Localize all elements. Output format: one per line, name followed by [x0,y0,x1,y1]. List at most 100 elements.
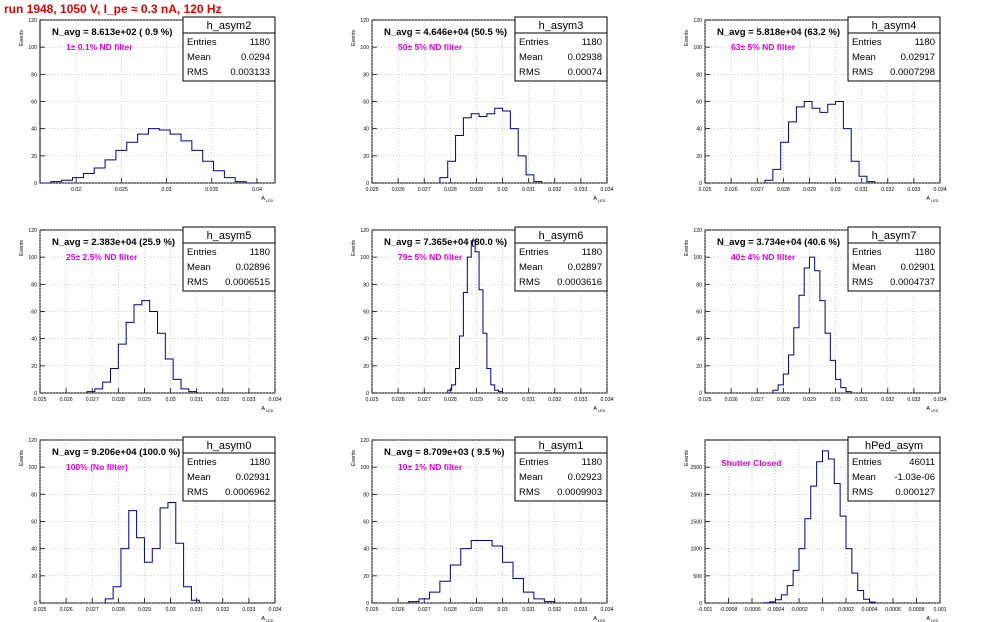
stats-entries-label: Entries [519,247,549,258]
stats-entries-value: 1180 [582,37,602,48]
stats-mean-label: Mean [519,262,543,273]
x-tick-label: 0 [821,607,824,613]
histogram-outline [763,450,876,604]
x-tick-label: 0.029 [470,187,483,193]
stats-mean-label: Mean [187,262,211,273]
x-tick-label: 0.032 [548,397,561,403]
y-tick-label: 20 [363,154,369,160]
filter-annotation: 50± 5% ND filter [398,42,463,52]
x-tick-label: 0.025 [366,187,379,193]
y-axis-label: Events [351,240,357,256]
y-tick-label: 120 [360,438,369,444]
y-axis-label: Events [19,240,25,256]
x-tick-label: 0.026 [725,397,738,403]
y-axis-label: Events [351,450,357,466]
x-tick-label: 0.027 [418,607,431,613]
y-tick-label: 100 [693,45,702,51]
x-tick-label: 0.031 [522,187,535,193]
y-tick-label: 60 [31,310,37,316]
x-tick-label: 0.03 [166,397,176,403]
x-tick-label: 0.026 [725,187,738,193]
histogram-name: hPed_asym [865,440,923,452]
stats-rms-label: RMS [852,67,873,78]
stats-box [847,226,941,292]
y-tick-label: 60 [363,100,369,106]
x-tick-label: 0.031 [190,607,203,613]
y-tick-label: 60 [696,100,702,106]
y-tick-label: 20 [31,574,37,580]
x-axis-label: A [926,196,930,202]
x-tick-label: 0.033 [907,187,920,193]
stats-rms-value: 0.0009903 [557,487,602,498]
stats-entries-value: 1180 [915,37,935,48]
histogram-name: h_asym3 [539,20,584,32]
navg-label: N_avg = 5.818e+04 (63.2 %) [717,27,840,38]
x-tick-label: 0.031 [522,607,535,613]
stats-mean-value: 0.02938 [568,52,602,63]
x-tick-label: 0.029 [803,397,816,403]
y-tick-label: 40 [31,127,37,133]
histogram-name: h_asym1 [539,440,584,452]
stats-rms-value: 0.00074 [568,67,602,78]
x-tick-label: 0.033 [574,187,587,193]
x-tick-label: 0.03 [161,187,171,193]
y-tick-label: 120 [28,18,37,24]
filter-annotation: 25± 2.5% ND filter [66,252,138,262]
x-axis-label-subscript: LED [931,199,939,203]
x-tick-label: 0.029 [803,187,816,193]
x-tick-label: 0.025 [34,397,47,403]
stats-rms-label: RMS [519,67,540,78]
stats-mean-label: Mean [519,472,543,483]
x-tick-label: 0.031 [190,397,203,403]
filter-annotation: 1± 0.1% ND filter [66,42,133,52]
filter-annotation: Shutter Closed [721,458,781,468]
stats-entries-value: 1180 [250,457,270,468]
stats-box [514,16,608,82]
y-tick-label: 20 [363,574,369,580]
y-tick-label: 40 [31,547,37,553]
stats-entries-label: Entries [187,37,217,48]
x-tick-label: 0.0002 [838,607,854,613]
y-tick-label: 0 [34,181,37,187]
stats-rms-label: RMS [852,487,873,498]
x-tick-label: -0.001 [698,607,713,613]
x-tick-label: 0.03 [498,607,508,613]
x-axis-label: A [261,196,265,202]
x-tick-label: 0.0006 [885,607,901,613]
y-tick-label: 100 [28,465,37,471]
y-tick-label: 0 [699,391,702,397]
x-tick-label: 0.03 [166,607,176,613]
stats-rms-value: 0.0006515 [225,277,270,288]
x-tick-label: 0.033 [574,607,587,613]
y-tick-label: 60 [363,310,369,316]
x-tick-label: 0.029 [470,607,483,613]
y-tick-label: 40 [696,127,702,133]
x-tick-label: 0.027 [86,607,99,613]
histogram-name: h_asym2 [207,20,252,32]
stats-entries-label: Entries [852,247,882,258]
x-tick-label: 0.032 [881,397,894,403]
histogram-outline [447,240,504,393]
y-tick-label: 80 [696,282,702,288]
x-tick-label: -0.0002 [790,607,808,613]
x-axis-label: A [593,406,597,412]
y-tick-label: 0 [34,601,37,607]
x-tick-label: 0.031 [522,397,535,403]
y-tick-label: 80 [31,282,37,288]
y-axis-label: Events [684,240,690,256]
y-tick-label: 80 [696,72,702,78]
navg-label: N_avg = 4.646e+04 (50.5 %) [384,27,507,38]
navg-label: N_avg = 9.206e+04 (100.0 %) [52,447,180,458]
y-tick-label: 120 [693,18,702,24]
y-tick-label: 100 [28,45,37,51]
histogram-panel-h_asym0: 0.025 0.026 0.027 0.028 0.029 0.03 0.031 0.032 0… [19,436,282,622]
stats-box [182,436,276,502]
x-tick-label: 0.026 [60,397,73,403]
y-axis-label: Events [684,30,690,46]
navg-label: N_avg = 7.365e+04 (80.0 %) [384,237,507,248]
y-tick-label: 100 [28,255,37,261]
histogram-name: h_asym6 [539,230,584,242]
x-tick-label: 0.026 [392,607,405,613]
stats-entries-label: Entries [852,37,882,48]
